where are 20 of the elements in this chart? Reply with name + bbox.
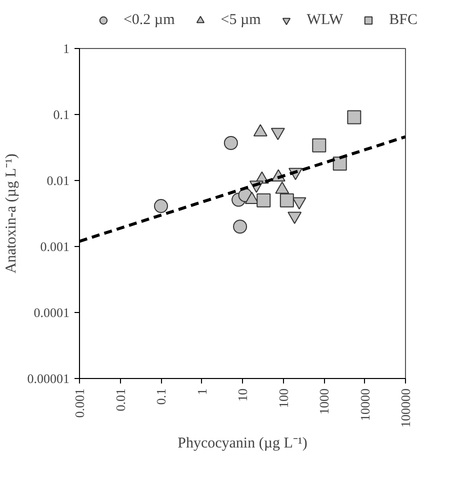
y-tick-label: 0.001 bbox=[40, 239, 70, 254]
y-axis-title: Anatoxin-a (µg L⁻¹) bbox=[3, 154, 20, 274]
y-tick-label: 0.01 bbox=[46, 173, 70, 188]
x-tick-label: 0.1 bbox=[154, 388, 168, 405]
x-tick-label: 1 bbox=[194, 388, 210, 395]
x-axis-title: Phycocyanin (µg L⁻¹) bbox=[178, 436, 308, 452]
x-tick-label: 10000 bbox=[357, 388, 372, 421]
x-tick-label: 100 bbox=[276, 388, 291, 408]
x-tick-label: 100000 bbox=[398, 388, 413, 428]
legend-label: WLW bbox=[306, 12, 344, 28]
y-tick-label: 0.0001 bbox=[34, 305, 70, 320]
x-tick-label: 1000 bbox=[316, 388, 332, 414]
y-tick-label: 1 bbox=[63, 41, 70, 56]
x-tick-label: 10 bbox=[235, 388, 250, 402]
y-tick-label: 0.00001 bbox=[27, 371, 70, 386]
x-tick-label: 0.01 bbox=[112, 388, 128, 412]
legend-label: <5 µm bbox=[220, 12, 261, 28]
y-tick-label: 0.1 bbox=[53, 107, 70, 122]
legend-label: <0.2 µm bbox=[123, 12, 175, 28]
legend-label: BFC bbox=[389, 12, 418, 28]
